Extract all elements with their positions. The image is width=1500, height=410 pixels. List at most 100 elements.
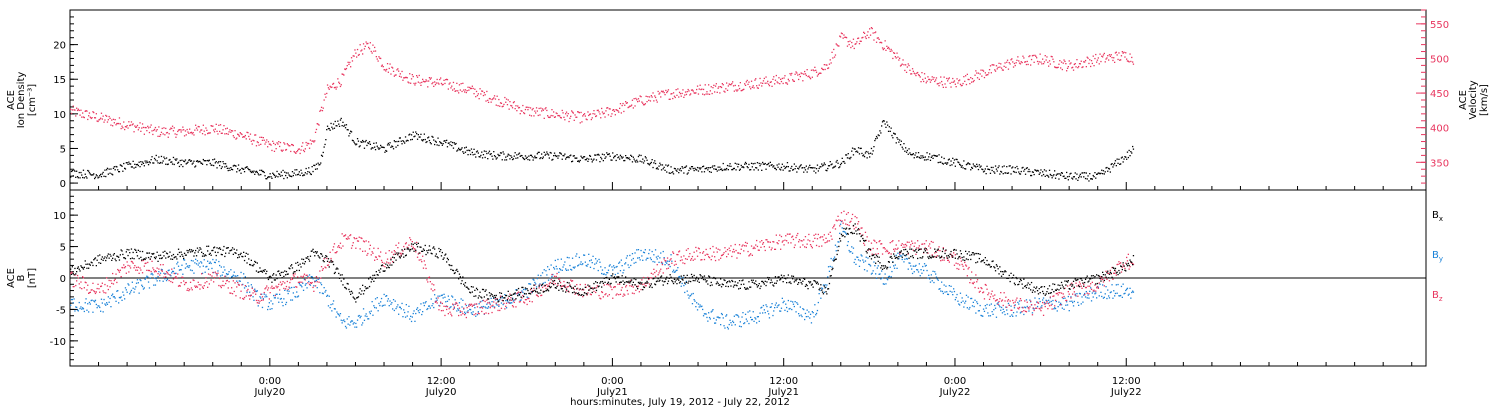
data-point xyxy=(992,313,994,315)
data-point xyxy=(529,159,531,161)
data-point xyxy=(345,327,348,329)
data-point xyxy=(225,282,227,285)
data-point xyxy=(956,78,958,80)
data-point xyxy=(329,251,331,253)
data-point xyxy=(883,283,885,285)
data-point xyxy=(415,82,417,84)
data-point xyxy=(452,81,455,84)
data-point xyxy=(392,299,395,301)
data-point xyxy=(242,283,244,286)
data-point xyxy=(976,302,979,305)
data-point xyxy=(344,124,346,126)
data-point xyxy=(73,109,75,111)
data-point xyxy=(126,162,128,164)
data-point xyxy=(982,308,985,310)
data-point xyxy=(596,154,598,156)
data-point xyxy=(278,283,280,285)
data-point xyxy=(886,249,888,251)
data-point xyxy=(1096,61,1098,63)
data-point xyxy=(559,152,561,154)
data-point xyxy=(799,246,801,248)
data-point xyxy=(771,85,773,87)
data-point xyxy=(984,72,986,74)
data-point xyxy=(1030,174,1032,177)
data-point xyxy=(158,268,160,270)
data-point xyxy=(505,305,507,307)
data-point xyxy=(852,154,855,156)
data-point xyxy=(71,298,73,301)
data-point xyxy=(874,139,876,142)
data-point xyxy=(257,299,259,302)
data-point xyxy=(301,286,303,288)
data-point xyxy=(1070,296,1072,298)
data-point xyxy=(892,57,894,60)
data-point xyxy=(668,172,670,174)
data-point xyxy=(779,168,781,170)
data-point xyxy=(1016,59,1018,61)
data-point xyxy=(417,253,419,255)
data-point xyxy=(565,268,567,270)
data-point xyxy=(1013,171,1016,173)
data-point xyxy=(841,227,843,229)
data-point xyxy=(781,241,783,243)
data-point xyxy=(292,144,294,147)
data-point xyxy=(149,126,151,128)
data-point xyxy=(253,289,255,291)
data-point xyxy=(952,255,954,257)
data-point xyxy=(306,173,308,175)
data-point xyxy=(907,63,909,65)
data-point xyxy=(119,269,121,271)
data-point xyxy=(302,175,304,177)
data-point xyxy=(604,116,606,118)
data-point xyxy=(528,155,530,157)
data-point xyxy=(104,283,106,286)
data-point xyxy=(154,126,157,129)
data-point xyxy=(1120,157,1123,159)
data-point xyxy=(738,325,741,327)
data-point xyxy=(550,279,552,281)
data-point xyxy=(384,151,386,153)
data-point xyxy=(851,150,853,152)
data-point xyxy=(714,91,716,93)
data-point xyxy=(424,302,426,304)
data-point xyxy=(499,298,501,301)
data-point xyxy=(428,305,430,307)
data-point xyxy=(166,272,169,274)
data-point xyxy=(689,295,691,297)
data-point xyxy=(422,267,425,269)
data-point xyxy=(859,233,861,235)
data-point xyxy=(819,289,821,292)
data-point xyxy=(308,283,311,286)
data-point xyxy=(905,257,908,260)
data-point xyxy=(463,307,465,309)
data-point xyxy=(544,108,546,110)
data-point xyxy=(225,165,228,167)
data-point xyxy=(921,72,923,74)
data-point xyxy=(1080,303,1082,305)
data-point xyxy=(506,155,509,157)
data-point xyxy=(634,252,636,254)
data-point xyxy=(1036,57,1038,59)
data-point xyxy=(152,133,154,136)
data-point xyxy=(954,254,956,256)
data-point xyxy=(102,115,104,117)
data-point xyxy=(512,306,515,308)
data-point xyxy=(410,245,413,247)
data-point xyxy=(195,127,198,129)
data-point xyxy=(698,248,700,250)
data-point xyxy=(875,138,877,140)
data-point xyxy=(476,94,479,97)
data-point xyxy=(896,137,898,139)
data-point xyxy=(235,275,237,277)
data-point xyxy=(974,299,976,301)
data-point xyxy=(924,156,926,158)
data-point xyxy=(632,156,634,158)
data-point xyxy=(1122,52,1124,54)
data-point xyxy=(906,241,908,243)
data-point xyxy=(664,260,666,262)
data-point xyxy=(151,272,153,275)
data-point xyxy=(690,259,692,261)
data-point xyxy=(727,85,729,87)
data-point xyxy=(710,86,712,88)
data-point xyxy=(277,285,279,288)
